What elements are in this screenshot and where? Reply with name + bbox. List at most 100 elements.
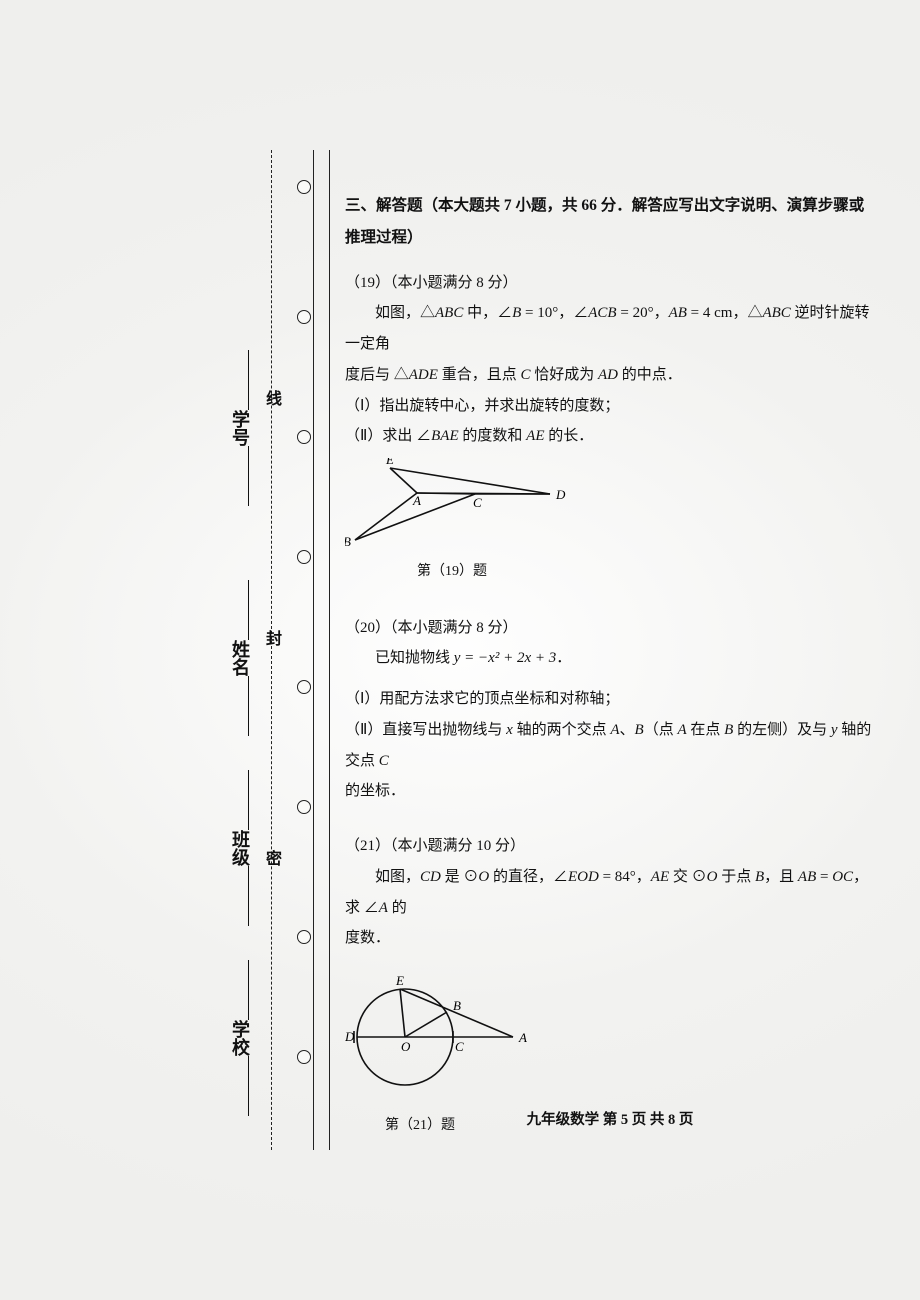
q21-CD: CD [420, 869, 441, 885]
q21-t10: 的 [388, 900, 407, 916]
svg-text:C: C [473, 495, 482, 510]
q19-part1: （Ⅰ）指出旋转中心，并求出旋转的度数； [345, 391, 875, 422]
svg-text:A: A [518, 1030, 527, 1045]
q19-figure: E A C D B 第（19）题 [345, 458, 875, 587]
q19-ACB: ACB [588, 305, 616, 321]
q19-t10: 的中点． [618, 367, 682, 383]
margin-rule-1 [313, 150, 314, 1150]
q19-svg: E A C D B [345, 458, 575, 558]
q19-t2: 中，∠ [463, 305, 512, 321]
q20-line1: 已知抛物线 y = −x² + 2x + 3． [345, 643, 875, 674]
seal-char: 线 [265, 390, 283, 406]
q19-t4: = 20°， [617, 305, 669, 321]
q20-B: B [635, 722, 644, 738]
q21-t1: 如图， [375, 869, 420, 885]
q20-B2: B [724, 722, 733, 738]
q20-p2a: （Ⅱ）直接写出抛物线与 [345, 722, 506, 738]
q21-A: A [379, 900, 388, 916]
q21-EOD: EOD [568, 869, 599, 885]
q19-t5: = 4 cm，△ [687, 305, 763, 321]
q19-t8: 重合，且点 [438, 367, 521, 383]
binding-hole [297, 930, 311, 944]
q21-svg: D O C E B A [345, 972, 545, 1112]
binding-margin: 线封密 学号姓名班级学校 [225, 150, 335, 1150]
binding-hole [297, 180, 311, 194]
q20-y: y [831, 722, 838, 738]
content-area: 三、解答题（本大题共 7 小题，共 66 分．解答应写出文字说明、演算步骤或推理… [345, 190, 875, 1143]
q21-t8: = [816, 869, 832, 885]
q20-part2-cont: 的坐标． [345, 776, 875, 807]
q20-part1: （Ⅰ）用配方法求它的顶点坐标和对称轴； [345, 684, 875, 715]
seal-char: 密 [265, 850, 283, 866]
svg-text:D: D [555, 487, 566, 502]
q19-AD: AD [598, 367, 618, 383]
q19-line2: 度后与 △ADE 重合，且点 C 恰好成为 AD 的中点． [345, 360, 875, 391]
q20-p2d: （点 [644, 722, 678, 738]
binding-hole [297, 430, 311, 444]
svg-text:A: A [412, 493, 421, 508]
svg-text:E: E [385, 458, 394, 467]
q21-head: （21）（本小题满分 10 分） [345, 831, 875, 862]
q20-head: （20）（本小题满分 8 分） [345, 613, 875, 644]
q19-t9: 恰好成为 [530, 367, 598, 383]
q19-head: （19）（本小题满分 8 分） [345, 268, 875, 299]
q20-p2b: 轴的两个交点 [513, 722, 611, 738]
page-footer: 九年级数学 第 5 页 共 8 页 [345, 1108, 875, 1129]
q19-caption: 第（19）题 [345, 558, 875, 587]
svg-text:B: B [453, 998, 461, 1013]
q19-B: B [512, 305, 521, 321]
q19-line1: 如图，△ABC 中，∠B = 10°，∠ACB = 20°，AB = 4 cm，… [345, 298, 875, 360]
q21-t2: 是 ⊙ [441, 869, 479, 885]
q20-t1: 已知抛物线 [375, 650, 454, 666]
margin-field: 班级 [225, 770, 253, 926]
binding-hole [297, 800, 311, 814]
q19-p2c: 的长． [544, 428, 593, 444]
q19-ADE: ADE [409, 367, 438, 383]
q19-t1: 如图，△ [375, 305, 435, 321]
svg-text:E: E [395, 973, 404, 988]
q21-OC: OC [832, 869, 853, 885]
q20-C: C [379, 753, 389, 769]
svg-text:B: B [345, 534, 351, 549]
q19-ABC: ABC [435, 305, 463, 321]
q21-t7: ，且 [764, 869, 798, 885]
svg-text:O: O [401, 1039, 411, 1054]
q20-p2c: 、 [620, 722, 635, 738]
perforation-line [271, 150, 272, 1150]
q19-p2a: （Ⅱ）求出 ∠ [345, 428, 431, 444]
binding-hole [297, 1050, 311, 1064]
q21-t3: 的直径，∠ [489, 869, 568, 885]
q19-C: C [520, 367, 530, 383]
section-title: 三、解答题（本大题共 7 小题，共 66 分．解答应写出文字说明、演算步骤或推理… [345, 190, 875, 254]
q19-t3: = 10°，∠ [521, 305, 588, 321]
q21-t5: 交 ⊙ [669, 869, 707, 885]
q19-AB: AB [669, 305, 687, 321]
q20-p2f: 的左侧）及与 [733, 722, 831, 738]
margin-field: 学号 [225, 350, 253, 506]
q21-t4: = 84°， [599, 869, 651, 885]
svg-text:C: C [455, 1039, 464, 1054]
q21-Bpt: B [755, 869, 764, 885]
q21-O: O [478, 869, 489, 885]
binding-hole [297, 680, 311, 694]
q20-part2: （Ⅱ）直接写出抛物线与 x 轴的两个交点 A、B（点 A 在点 B 的左侧）及与… [345, 715, 875, 777]
q20-A2: A [677, 722, 686, 738]
q19-AE: AE [526, 428, 544, 444]
svg-text:D: D [345, 1029, 355, 1044]
q21-O2: O [707, 869, 718, 885]
q20-t2: ． [556, 650, 571, 666]
binding-hole [297, 550, 311, 564]
margin-field: 姓名 [225, 580, 253, 736]
margin-rule-2 [329, 150, 330, 1150]
seal-char: 封 [265, 630, 283, 646]
q21-AE: AE [651, 869, 669, 885]
q20-x: x [506, 722, 513, 738]
margin-field: 学校 [225, 960, 253, 1116]
q20-A: A [610, 722, 619, 738]
q19-p2b: 的度数和 [459, 428, 527, 444]
q19-t7: 度后与 △ [345, 367, 409, 383]
q21-ABseg: AB [798, 869, 816, 885]
q21-line2: 度数． [345, 923, 875, 954]
binding-hole [297, 310, 311, 324]
q20-p2e: 在点 [687, 722, 725, 738]
